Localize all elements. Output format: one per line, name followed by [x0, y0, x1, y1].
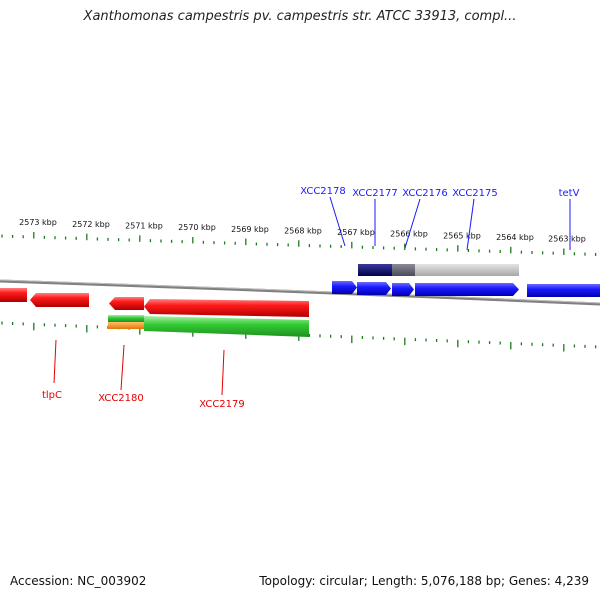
gene-arrow-tetv[interactable]: [527, 284, 600, 297]
kbp-label-row: 2573 kbp 2572 kbp 2571 kbp 2570 kbp 2569 kbp…: [19, 218, 586, 243]
gene-arrow-xcc2180[interactable]: [109, 297, 144, 310]
leader-lines: [53, 196, 571, 396]
feature-bar-green-main: [144, 316, 309, 337]
gene-label-xcc2176[interactable]: XCC2176: [402, 188, 448, 199]
kbp-label: 2573 kbp: [19, 218, 57, 227]
gene-arrow-xcc2175[interactable]: [415, 283, 519, 296]
gene-label-xcc2175[interactable]: XCC2175: [452, 188, 498, 199]
genome-backbone-highlight: [0, 279, 600, 304]
gene-label-xcc2180[interactable]: XCC2180: [98, 393, 144, 404]
gene-label-xcc2178[interactable]: XCC2178: [300, 186, 346, 197]
feature-bar-navy: [358, 264, 392, 276]
accession-label: Accession: NC_003902: [10, 574, 147, 588]
kbp-label: 2572 kbp: [72, 220, 110, 229]
feature-track-lower: [108, 315, 309, 337]
gene-label-tlpc[interactable]: tlpC: [42, 390, 62, 401]
gene-arrow-left-edge[interactable]: [0, 288, 27, 302]
forward-gene-track: [332, 281, 600, 297]
feature-bar-orange: [108, 322, 144, 329]
gene-label-xcc2177[interactable]: XCC2177: [352, 188, 398, 199]
leader-xcc2179: [221, 349, 225, 396]
gene-arrow-tlpc[interactable]: [30, 293, 89, 307]
kbp-label: 2571 kbp: [125, 221, 163, 230]
reverse-gene-labels: tlpC XCC2180 XCC2179: [42, 390, 245, 410]
gene-label-tetv[interactable]: tetV: [559, 188, 580, 199]
leader-xcc2180: [120, 344, 125, 391]
kbp-label: 2568 kbp: [284, 226, 322, 235]
map-title: Xanthomonas campestris pv. campestris st…: [83, 9, 517, 24]
gene-arrow-xcc2179[interactable]: [144, 299, 309, 317]
kbp-label: 2563 kbp: [548, 235, 586, 244]
reverse-gene-track: [0, 288, 309, 317]
gene-arrow-xcc2177[interactable]: [357, 282, 391, 295]
leader-xcc2176: [404, 198, 421, 249]
gene-label-xcc2179[interactable]: XCC2179: [199, 399, 245, 410]
kbp-label: 2570 kbp: [178, 223, 216, 232]
feature-track-upper: [358, 264, 519, 276]
feature-bar-slate: [392, 264, 415, 276]
gene-arrow-xcc2176[interactable]: [392, 283, 414, 296]
topology-label: Topology: circular; Length: 5,076,188 bp…: [259, 574, 589, 588]
feature-bar-gray: [415, 264, 519, 276]
kbp-label: 2564 kbp: [496, 233, 534, 242]
kbp-label: 2567 kbp: [337, 228, 375, 237]
kbp-label: 2565 kbp: [443, 231, 481, 240]
gene-arrow-xcc2178[interactable]: [332, 281, 357, 294]
leader-xcc2178: [329, 196, 346, 247]
feature-bar-green-upper: [108, 315, 144, 322]
genome-backbone: [0, 279, 600, 306]
leader-tlpc: [53, 339, 57, 384]
kbp-label: 2569 kbp: [231, 225, 269, 234]
leader-xcc2175: [466, 198, 475, 251]
forward-gene-labels: XCC2178 XCC2177 XCC2176 XCC2175 tetV: [300, 186, 579, 199]
tick-row-outer: [1, 232, 597, 256]
